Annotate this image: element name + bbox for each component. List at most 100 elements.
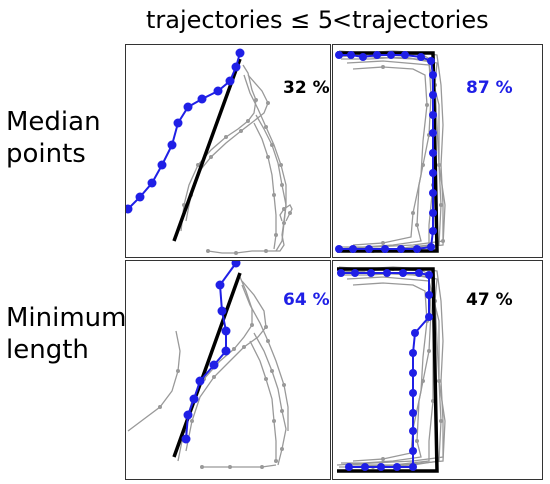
blue-point [221, 326, 231, 336]
black-line [172, 58, 242, 242]
gray-point [246, 119, 250, 123]
panel-minlen-many: 47 % [332, 260, 543, 480]
blue-point [387, 51, 395, 59]
blue-points [335, 51, 437, 253]
gray-point [260, 465, 264, 469]
gray-trajectory [249, 340, 277, 461]
gray-point [264, 249, 268, 253]
gray-point [381, 457, 385, 461]
blue-point [429, 129, 437, 137]
gray-point [224, 135, 228, 139]
gray-trajectories [180, 64, 293, 254]
gray-point [279, 163, 283, 167]
gray-trajectory [185, 280, 267, 452]
percent-median-few: 32 % [283, 78, 330, 98]
blue-point [337, 269, 345, 277]
gray-point [264, 125, 268, 129]
blue-point [373, 51, 381, 59]
gray-point [190, 419, 194, 423]
blue-point [397, 245, 405, 253]
gray-point [288, 211, 292, 215]
blue-point [409, 463, 417, 471]
blue-point [399, 269, 407, 277]
blue-point [231, 261, 241, 268]
blue-point [381, 245, 389, 253]
panel-minlen-many-plot [336, 266, 446, 473]
gray-point [415, 223, 419, 227]
blue-point [215, 280, 225, 290]
blue-point [235, 48, 245, 58]
gray-point [209, 155, 213, 159]
black-line [172, 272, 242, 458]
blue-point [183, 102, 193, 112]
blue-point [347, 51, 355, 59]
blue-trajectory [339, 54, 434, 250]
blue-point [393, 463, 401, 471]
gray-trajectory [207, 204, 287, 254]
gray-point [280, 447, 284, 451]
blue-point [415, 269, 423, 277]
blue-point [425, 313, 433, 321]
blue-point [413, 245, 421, 253]
row-label-minlen-line1: Minimum [6, 303, 127, 333]
gray-point [266, 155, 270, 159]
black-path [337, 267, 439, 473]
blue-point [377, 463, 385, 471]
blue-point [417, 53, 425, 61]
gray-point [206, 249, 210, 253]
gray-point [270, 369, 274, 373]
gray-trajectory [180, 64, 257, 232]
gray-point [381, 65, 385, 69]
blue-point [411, 329, 419, 337]
blue-point [429, 189, 437, 197]
blue-point [409, 409, 417, 417]
percent-minlen-many: 47 % [466, 290, 513, 310]
gray-trajectory [341, 272, 432, 464]
gray-point [439, 419, 443, 423]
gray-point [437, 379, 441, 383]
blue-point [147, 178, 157, 188]
blue-point [429, 71, 437, 79]
blue-point [409, 369, 417, 377]
blue-point [189, 394, 199, 404]
panel-median-many: 87 % [332, 44, 543, 258]
gray-point [232, 347, 236, 351]
blue-point [345, 463, 353, 471]
gray-trajectory [241, 284, 289, 431]
gray-point [425, 103, 429, 107]
blue-point [401, 51, 409, 59]
gray-point [176, 369, 180, 373]
blue-point [429, 209, 437, 217]
blue-points [337, 269, 433, 471]
blue-point [335, 51, 343, 59]
gray-point [280, 183, 284, 187]
blue-point [351, 269, 359, 277]
gray-point [282, 383, 286, 387]
gray-trajectory [127, 330, 181, 432]
gray-point [250, 323, 254, 327]
gray-point [200, 465, 204, 469]
blue-trajectory [341, 272, 430, 468]
gray-point [421, 163, 425, 167]
blue-points [126, 48, 245, 214]
blue-point [217, 306, 227, 316]
percent-median-many: 87 % [466, 78, 513, 98]
blue-point [126, 204, 133, 214]
blue-point [361, 463, 369, 471]
blue-point [427, 57, 435, 65]
gray-points [182, 98, 292, 255]
gray-point [266, 101, 270, 105]
gray-point [239, 129, 243, 133]
blue-point [209, 360, 219, 370]
gray-point [228, 465, 232, 469]
gray-trajectory [243, 74, 287, 205]
gray-point [234, 251, 238, 255]
blue-point [409, 447, 417, 455]
gray-trajectory [202, 464, 277, 468]
blue-point [225, 76, 235, 86]
blue-point [429, 169, 437, 177]
row-label-median-line1: Median [6, 107, 101, 137]
panel-median-many-plot [335, 50, 446, 253]
blue-point [197, 94, 207, 104]
gray-point [264, 325, 268, 329]
